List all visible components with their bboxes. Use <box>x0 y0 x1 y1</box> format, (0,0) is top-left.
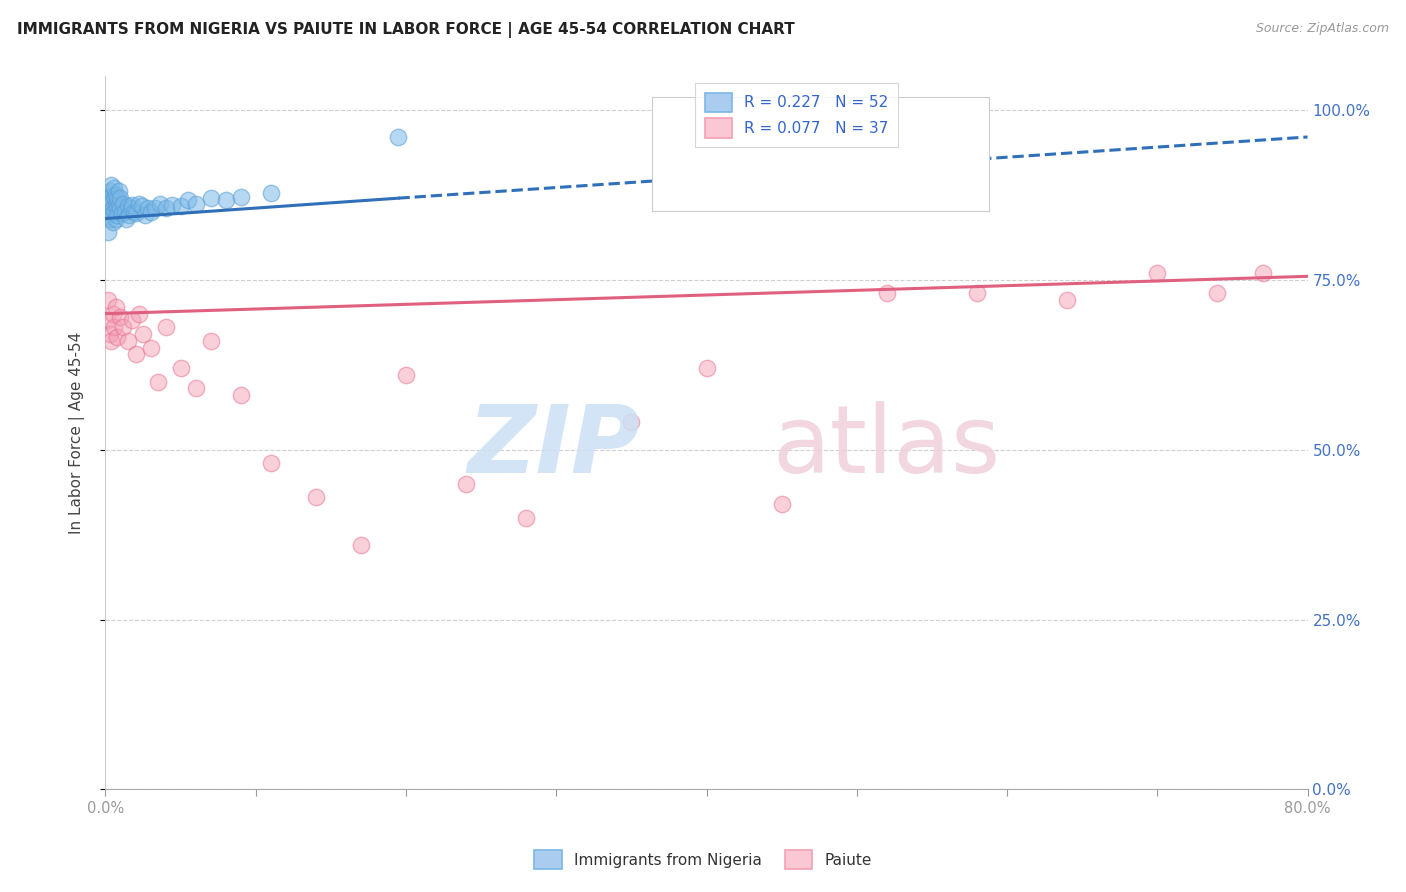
Point <box>169 199 191 213</box>
Point <box>876 286 898 301</box>
Point <box>229 190 252 204</box>
Point <box>97 293 120 307</box>
Point <box>122 204 145 219</box>
Point <box>100 334 122 348</box>
Point <box>395 368 418 382</box>
Point <box>1146 266 1168 280</box>
Point <box>184 381 207 395</box>
Point <box>117 334 139 348</box>
Point <box>104 187 127 202</box>
Point <box>117 199 139 213</box>
Point <box>115 211 138 226</box>
Point <box>111 206 134 220</box>
Point <box>155 202 177 216</box>
Point <box>200 334 222 348</box>
Point <box>108 198 131 212</box>
Point <box>98 198 121 212</box>
Point <box>134 208 156 222</box>
Point <box>128 196 150 211</box>
Point <box>104 300 127 314</box>
Point <box>110 191 132 205</box>
Point <box>148 196 170 211</box>
Point <box>107 330 129 344</box>
Point <box>124 347 146 361</box>
Point <box>155 320 177 334</box>
Point <box>200 191 222 205</box>
Point <box>966 286 988 301</box>
Point <box>177 193 200 207</box>
Point <box>101 307 124 321</box>
Text: Source: ZipAtlas.com: Source: ZipAtlas.com <box>1256 22 1389 36</box>
Point <box>169 361 191 376</box>
Point <box>139 341 162 355</box>
Point <box>124 206 146 220</box>
Point <box>107 202 129 216</box>
Point <box>100 178 122 192</box>
Point <box>770 497 793 511</box>
Point <box>454 476 477 491</box>
Point <box>98 208 121 222</box>
Point <box>100 194 122 209</box>
Point <box>96 202 118 216</box>
Point <box>96 313 118 327</box>
Point <box>101 215 124 229</box>
Point <box>101 187 124 202</box>
Text: IMMIGRANTS FROM NIGERIA VS PAIUTE IN LABOR FORCE | AGE 45-54 CORRELATION CHART: IMMIGRANTS FROM NIGERIA VS PAIUTE IN LAB… <box>17 22 794 38</box>
Point <box>98 185 121 199</box>
Point <box>260 186 283 200</box>
Point <box>107 191 129 205</box>
Point <box>103 191 125 205</box>
Point <box>139 204 162 219</box>
Y-axis label: In Labor Force | Age 45-54: In Labor Force | Age 45-54 <box>69 332 84 533</box>
Point <box>112 320 135 334</box>
Point <box>103 204 125 219</box>
Point <box>120 202 142 216</box>
Point <box>108 185 131 199</box>
Text: ZIP: ZIP <box>468 401 640 493</box>
Point <box>110 202 132 216</box>
Point <box>107 208 129 222</box>
Point <box>103 320 125 334</box>
Point <box>143 202 166 216</box>
Point <box>103 181 125 195</box>
Point <box>1251 266 1274 280</box>
Point <box>121 198 143 212</box>
Point <box>132 327 155 342</box>
Point <box>97 225 120 239</box>
Legend: Immigrants from Nigeria, Paiute: Immigrants from Nigeria, Paiute <box>529 844 877 875</box>
Point <box>104 211 127 226</box>
Point <box>100 211 122 226</box>
Point <box>305 490 328 504</box>
Point <box>118 208 141 222</box>
Point <box>128 307 150 321</box>
Point <box>110 310 132 324</box>
Point <box>160 198 183 212</box>
Point <box>136 202 159 216</box>
Point <box>114 204 136 219</box>
Point <box>620 416 643 430</box>
Point <box>146 375 169 389</box>
Point <box>101 202 124 216</box>
Point <box>1056 293 1078 307</box>
Point <box>229 388 252 402</box>
Point <box>98 327 121 342</box>
Point <box>350 538 373 552</box>
Point <box>1206 286 1229 301</box>
Point <box>387 130 409 145</box>
Point <box>184 196 207 211</box>
Point <box>696 361 718 376</box>
Point <box>97 191 120 205</box>
Point <box>214 193 236 207</box>
Point <box>112 196 135 211</box>
Point <box>515 510 537 524</box>
Point <box>121 313 143 327</box>
Point <box>104 198 127 212</box>
Point <box>131 199 153 213</box>
Legend: R = 0.227   N = 52, R = 0.077   N = 37: R = 0.227 N = 52, R = 0.077 N = 37 <box>696 84 898 147</box>
Text: atlas: atlas <box>773 401 1001 493</box>
Point <box>260 456 283 470</box>
